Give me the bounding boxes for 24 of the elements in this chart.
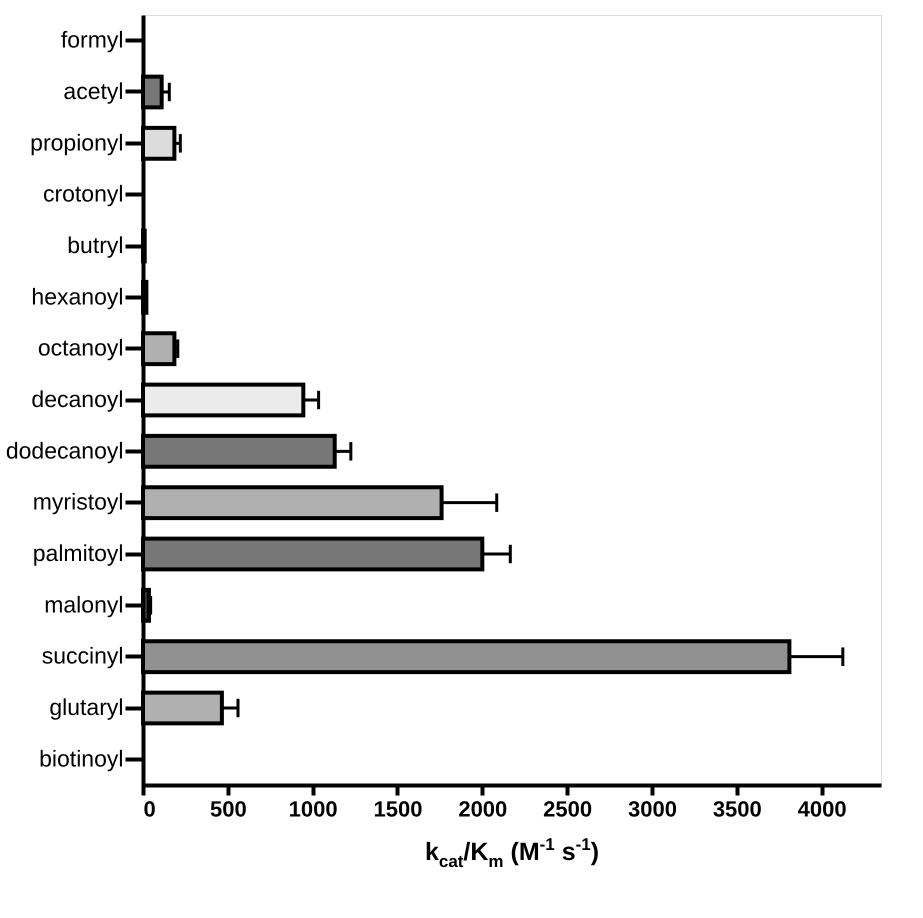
x-tick-label: 500 <box>210 796 247 822</box>
y-tick-label: myristoyl <box>32 488 124 515</box>
x-tick-label: 1500 <box>374 796 422 822</box>
y-tick-label: crotonyl <box>42 180 124 207</box>
y-tick-label: biotinoyl <box>39 745 124 772</box>
y-tick-label: malonyl <box>44 591 124 618</box>
y-tick-label: acetyl <box>63 78 124 104</box>
y-tick-label: dodecanoyl <box>6 437 124 464</box>
x-tick-label: 3000 <box>628 796 677 822</box>
y-tick-label: formyl <box>60 26 124 53</box>
y-tick-label: octanoyl <box>38 334 124 361</box>
x-tick-label: 3500 <box>712 796 762 822</box>
y-tick-label: glutaryl <box>49 694 124 720</box>
y-tick-label: hexanoyl <box>31 283 124 310</box>
x-tick-label: 1000 <box>288 796 338 822</box>
y-tick-label: succinyl <box>42 642 124 669</box>
x-tick-label: 2000 <box>458 796 508 822</box>
y-tick-label: decanoyl <box>31 386 124 412</box>
y-tick-label: butryl <box>67 232 124 258</box>
y-tick-label: palmitoyl <box>32 540 124 566</box>
x-tick-label: 4000 <box>798 796 847 822</box>
x-tick-label: 0 <box>144 796 156 822</box>
x-tick-label: 2500 <box>543 796 592 822</box>
y-tick-label: propionyl <box>30 129 124 156</box>
